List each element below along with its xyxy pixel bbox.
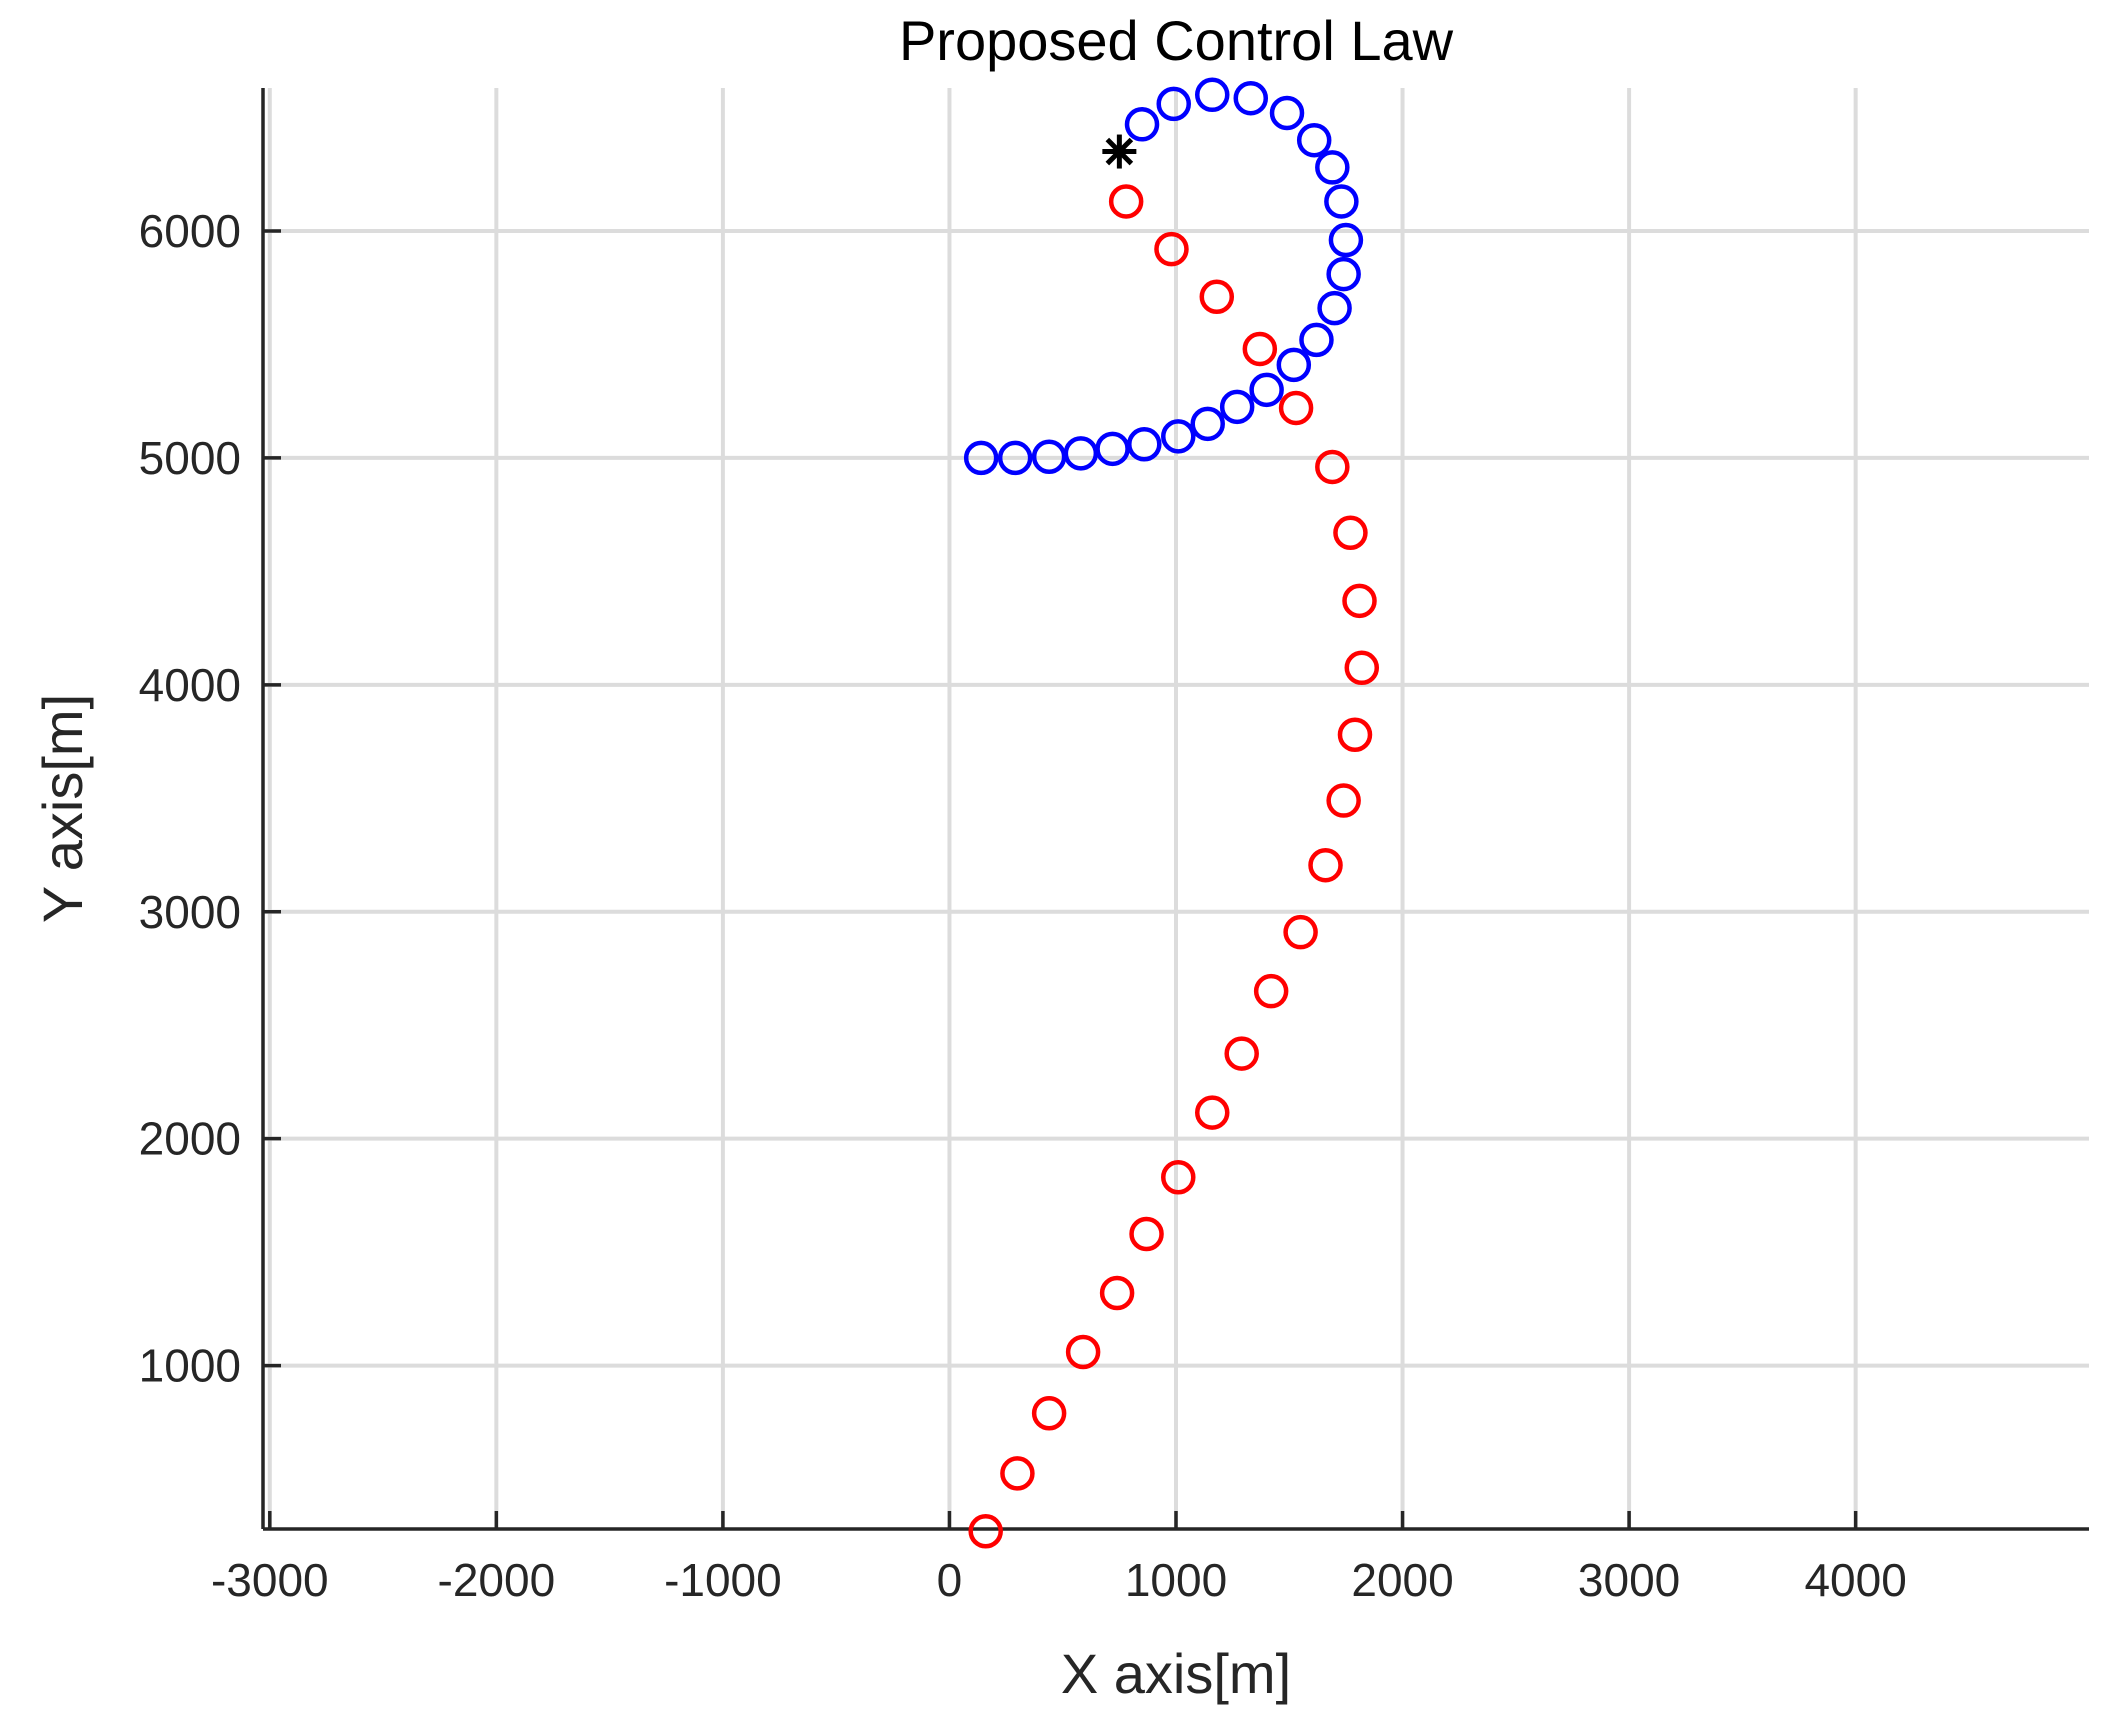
data-point (1253, 973, 1289, 1009)
x-tick-label: 3000 (1578, 1554, 1680, 1606)
data-point (1328, 222, 1364, 258)
data-point (1299, 322, 1334, 358)
y-tick-label: 1000 (139, 1340, 241, 1392)
data-point-star (1102, 134, 1137, 169)
grid-lines (263, 88, 2089, 1529)
data-point (1124, 107, 1160, 142)
data-point (1278, 390, 1314, 426)
data-point (1242, 331, 1278, 367)
data-point (1233, 80, 1269, 116)
series-1 (968, 184, 1380, 1549)
data-point (1296, 122, 1332, 158)
data-point (1283, 914, 1318, 950)
x-axis-label: X axis[m] (1061, 1642, 1291, 1705)
data-point (1194, 1095, 1230, 1130)
data-point (1326, 783, 1361, 818)
chart-title: Proposed Control Law (899, 9, 1454, 72)
data-point (997, 440, 1033, 476)
data-point (1065, 1334, 1101, 1370)
data-point (1154, 231, 1189, 267)
x-tick-label: -1000 (664, 1554, 782, 1606)
data-point (1156, 86, 1191, 122)
data-point (1344, 650, 1380, 686)
data-point (1315, 449, 1350, 485)
data-point (1249, 372, 1284, 408)
data-point (1315, 150, 1350, 185)
data-point (1127, 427, 1162, 462)
data-point (1333, 515, 1368, 551)
data-point (1219, 389, 1255, 425)
y-axis-label: Y axis[m] (31, 694, 94, 923)
y-tick-label: 6000 (139, 205, 241, 257)
series-0 (963, 77, 1364, 476)
y-tick-label: 3000 (139, 886, 241, 938)
data-point (1317, 290, 1352, 326)
y-tick-label: 5000 (139, 432, 241, 484)
data-point (1337, 717, 1373, 752)
series-2 (1102, 134, 1137, 169)
data-point (1161, 1160, 1196, 1195)
data-point (1129, 1216, 1164, 1252)
x-tick-label: 1000 (1125, 1554, 1227, 1606)
data-series (963, 77, 1380, 1549)
data-point (968, 1514, 1003, 1549)
data-point (1190, 406, 1225, 442)
data-point (1063, 436, 1099, 471)
axes (261, 88, 2089, 1531)
data-point (1161, 419, 1196, 454)
data-point (1342, 583, 1377, 619)
data-point (1000, 1456, 1035, 1491)
y-tick-label: 2000 (139, 1113, 241, 1165)
data-point (1095, 431, 1130, 467)
x-tick-label: -3000 (211, 1554, 329, 1606)
data-point (1108, 184, 1144, 219)
x-tick-label: -2000 (438, 1554, 556, 1606)
star-stroke (1105, 137, 1134, 166)
x-tick-label: 4000 (1804, 1554, 1906, 1606)
x-tick-label: 2000 (1351, 1554, 1453, 1606)
data-point (1099, 1275, 1135, 1311)
data-point (1324, 184, 1359, 219)
data-point (1224, 1036, 1259, 1071)
data-point (963, 440, 999, 476)
x-tick-label: 0 (937, 1554, 963, 1606)
data-point (1326, 256, 1361, 292)
data-point (1308, 847, 1343, 883)
data-point (1199, 279, 1235, 315)
data-point (1276, 347, 1312, 383)
y-tick-label: 4000 (139, 659, 241, 711)
data-point (1194, 77, 1230, 113)
data-point (1031, 1396, 1067, 1431)
data-point (1269, 95, 1305, 131)
tick-labels: -3000 -2000 -1000 0 1000 2000 3000 4000 1000 2000… (139, 205, 1907, 1606)
